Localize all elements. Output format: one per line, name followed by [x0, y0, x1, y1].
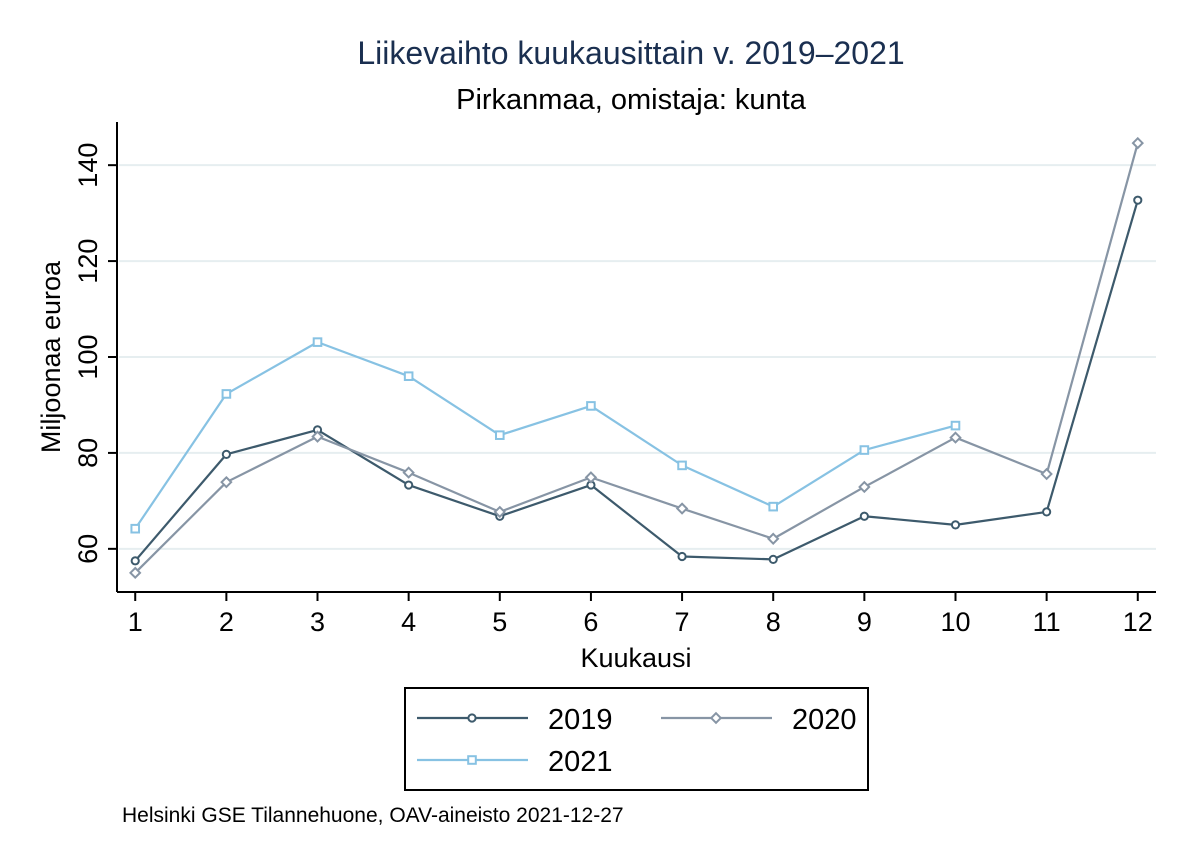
data-point — [1133, 195, 1143, 205]
x-tick-label: 1 — [128, 607, 143, 637]
x-tick-label: 11 — [1033, 607, 1061, 637]
series-2019 — [130, 195, 1143, 566]
x-tick-label: 6 — [583, 607, 598, 637]
chart-title: Liikevaihto kuukausittain v. 2019–2021 — [357, 35, 904, 71]
legend-item-2020: 2020 — [661, 704, 857, 736]
legend: 2019 2020 2021 — [404, 687, 869, 791]
data-point — [220, 475, 233, 489]
legend-label: 2021 — [548, 746, 613, 778]
series-line — [134, 341, 956, 530]
y-tick-label: 120 — [73, 239, 103, 284]
x-tick-label: 3 — [310, 607, 325, 637]
data-point — [467, 755, 477, 765]
data-point — [311, 430, 324, 443]
series-2020 — [129, 136, 1144, 580]
data-point — [221, 389, 232, 399]
y-tick-label: 60 — [73, 534, 103, 564]
x-tick-label: 10 — [940, 607, 970, 637]
x-tick-label: 8 — [766, 607, 781, 637]
legend-label: 2020 — [792, 704, 857, 736]
data-point — [859, 511, 869, 521]
y-tick-label: 100 — [73, 334, 103, 379]
x-tick-label: 9 — [857, 607, 872, 637]
data-point — [768, 554, 778, 564]
data-point — [586, 401, 596, 411]
y-tick-label: 80 — [73, 438, 103, 468]
series-line — [134, 142, 1139, 574]
data-point — [584, 471, 598, 484]
x-tick-label: 2 — [219, 607, 234, 637]
data-point — [403, 371, 414, 381]
data-point — [312, 337, 323, 347]
series-layer — [129, 136, 1144, 580]
data-point — [493, 505, 507, 519]
legend-label: 2019 — [548, 704, 613, 736]
data-point — [766, 532, 780, 545]
data-point — [1042, 507, 1052, 517]
source-note: Helsinki GSE Tilannehuone, OAV-aineisto … — [122, 804, 624, 827]
data-point — [950, 420, 961, 431]
data-point — [858, 480, 871, 494]
x-tick-label: 7 — [675, 607, 690, 637]
data-point — [130, 556, 140, 566]
data-point — [859, 445, 870, 455]
data-point — [1131, 136, 1144, 150]
data-point — [494, 430, 505, 440]
data-point — [677, 551, 687, 562]
series-2021 — [130, 337, 961, 534]
data-point — [950, 520, 961, 530]
data-point — [768, 501, 779, 512]
data-point — [675, 502, 689, 515]
x-tick-label: 5 — [492, 607, 507, 637]
y-axis-label: Miljoonaa euroa — [36, 260, 66, 453]
data-point — [129, 566, 142, 580]
data-point — [709, 711, 723, 725]
x-tick-label: 4 — [401, 607, 416, 637]
data-point — [404, 480, 414, 490]
data-point — [467, 713, 477, 723]
gridlines — [119, 164, 1156, 550]
data-point — [677, 460, 687, 471]
y-tick-label: 140 — [73, 143, 103, 188]
legend-box — [404, 687, 869, 791]
x-axis-label: Kuukausi — [580, 643, 691, 673]
series-line — [134, 199, 1139, 562]
legend-item-2021: 2021 — [417, 746, 613, 778]
chart-subtitle: Pirkanmaa, omistaja: kunta — [456, 84, 807, 116]
data-point — [130, 523, 141, 534]
data-point — [402, 466, 415, 479]
data-point — [1040, 467, 1053, 481]
data-point — [949, 431, 962, 444]
legend-item-2019: 2019 — [417, 704, 613, 736]
data-point — [221, 449, 231, 459]
x-tick-label: 12 — [1123, 607, 1153, 637]
